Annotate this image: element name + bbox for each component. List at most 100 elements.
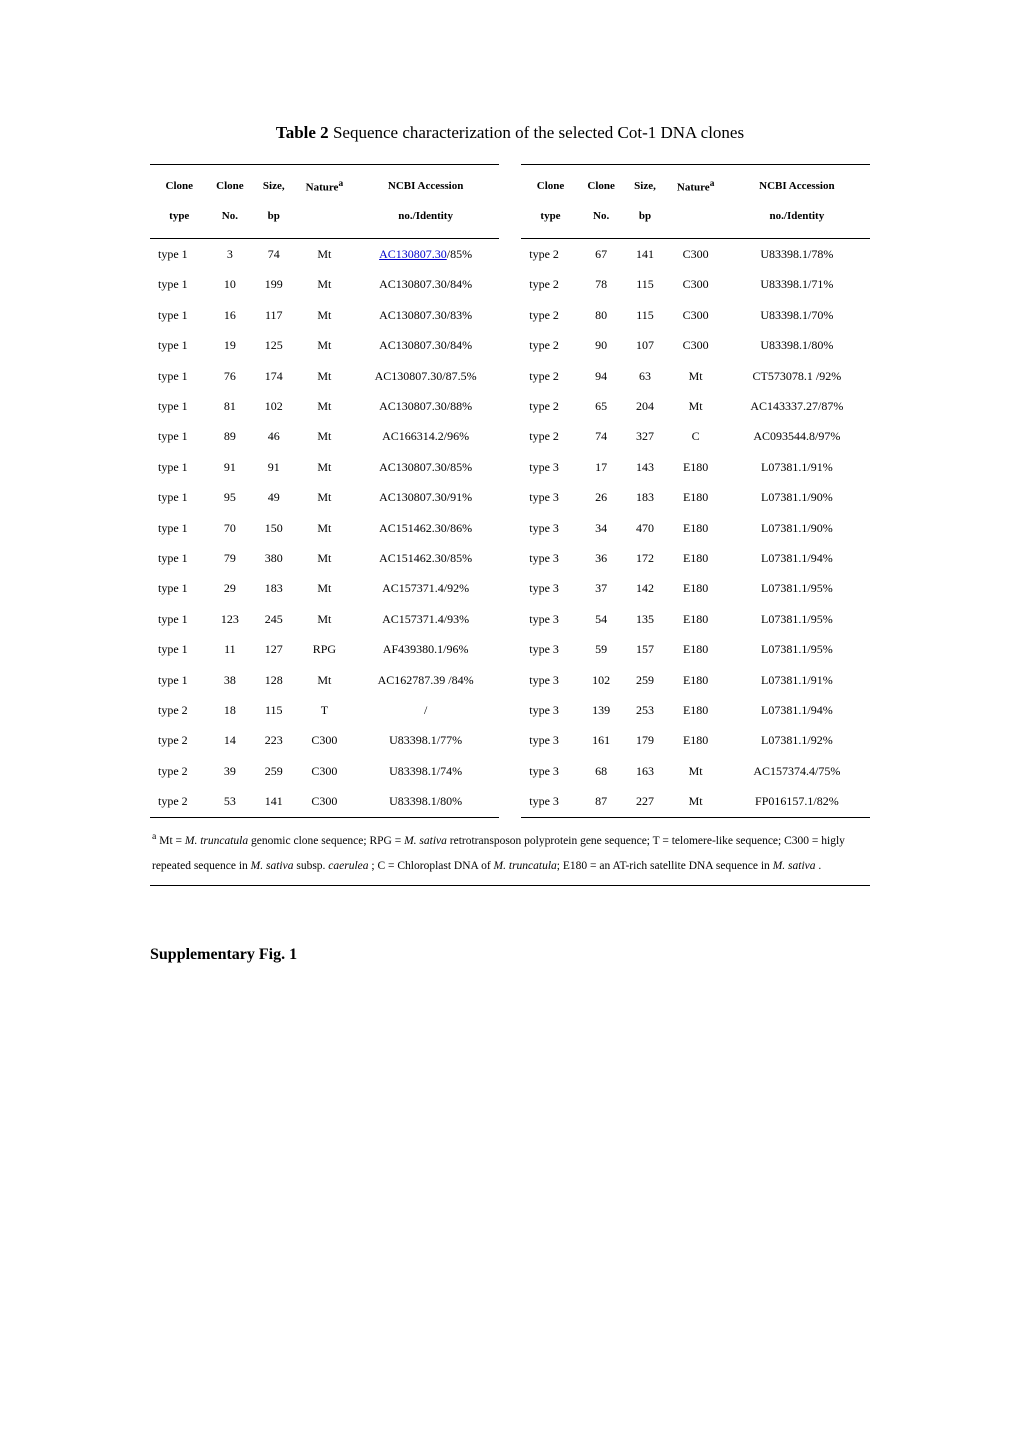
table-row: type 1123245MtAC157371.4/93%type 354135E…: [150, 604, 870, 634]
cell: type 3: [521, 482, 580, 512]
cell: type 2: [521, 421, 580, 451]
cell: 38: [209, 665, 252, 695]
cell: E180: [668, 543, 724, 573]
cell: Mt: [296, 543, 352, 573]
cell: type 2: [150, 786, 209, 817]
cell: 54: [580, 604, 623, 634]
cell: type 1: [150, 391, 209, 421]
cell: 78: [580, 269, 623, 299]
cell-accession: AC151462.30/85%: [353, 543, 499, 573]
cell: type 1: [150, 239, 209, 270]
table-row: type 170150MtAC151462.30/86%type 334470E…: [150, 513, 870, 543]
cell: E180: [668, 725, 724, 755]
cell: E180: [668, 634, 724, 664]
cell: type 2: [150, 695, 209, 725]
cell-accession: L07381.1/95%: [724, 604, 870, 634]
col-ncbi: NCBI Accessionno./Identity: [353, 164, 499, 239]
cell: type 3: [521, 573, 580, 603]
cell: 74: [251, 239, 296, 270]
cell: 102: [580, 665, 623, 695]
cell: 53: [209, 786, 252, 817]
table-title-text: Sequence characterization of the selecte…: [329, 123, 744, 142]
cell: 259: [623, 665, 668, 695]
cell: type 3: [521, 604, 580, 634]
cell: 157: [623, 634, 668, 664]
cell-accession: AC151462.30/86%: [353, 513, 499, 543]
col-size: Size,bp: [623, 164, 668, 239]
cell-accession: AC130807.30/85%: [353, 452, 499, 482]
cell-accession: AC130807.30/84%: [353, 269, 499, 299]
cell: Mt: [296, 300, 352, 330]
cell: 65: [580, 391, 623, 421]
table-row: type 18946MtAC166314.2/96%type 274327CAC…: [150, 421, 870, 451]
cell: Mt: [296, 361, 352, 391]
cell: 16: [209, 300, 252, 330]
cell-accession: AC157371.4/93%: [353, 604, 499, 634]
cell: Mt: [668, 361, 724, 391]
cell: E180: [668, 695, 724, 725]
cell-accession: U83398.1/70%: [724, 300, 870, 330]
cell-accession: AC162787.39 /84%: [353, 665, 499, 695]
cell: 34: [580, 513, 623, 543]
cell: type 1: [150, 300, 209, 330]
cell-accession: L07381.1/92%: [724, 725, 870, 755]
cell: type 2: [521, 361, 580, 391]
cell: type 1: [150, 604, 209, 634]
cell: 79: [209, 543, 252, 573]
cell-accession: AC166314.2/96%: [353, 421, 499, 451]
cell: type 3: [521, 634, 580, 664]
table-row: type 179380MtAC151462.30/85%type 336172E…: [150, 543, 870, 573]
cell: Mt: [296, 573, 352, 603]
table-row: type 19549MtAC130807.30/91%type 326183E1…: [150, 482, 870, 512]
cell-accession: AC130807.30/85%: [353, 239, 499, 270]
col-clone-type: Clonetype: [150, 164, 209, 239]
table-footnote: a Mt = M. truncatula genomic clone seque…: [150, 826, 870, 886]
table-row: type 19191MtAC130807.30/85%type 317143E1…: [150, 452, 870, 482]
cell: 179: [623, 725, 668, 755]
cell: 199: [251, 269, 296, 299]
cell: 174: [251, 361, 296, 391]
sequence-table: Clonetype CloneNo. Size,bp Naturea NCBI …: [150, 164, 870, 818]
cell: type 3: [521, 513, 580, 543]
col-nature: Naturea: [668, 164, 724, 239]
cell: 89: [209, 421, 252, 451]
cell: type 2: [150, 756, 209, 786]
cell: type 1: [150, 452, 209, 482]
cell-accession: AC130807.30/87.5%: [353, 361, 499, 391]
supplementary-fig-heading: Supplementary Fig. 1: [150, 946, 870, 964]
table-row: type 1374MtAC130807.30/85%type 267141C30…: [150, 239, 870, 270]
table-row: type 138128MtAC162787.39 /84%type 310225…: [150, 665, 870, 695]
cell: 183: [251, 573, 296, 603]
table-row: type 176174MtAC130807.30/87.5%type 29463…: [150, 361, 870, 391]
cell: 128: [251, 665, 296, 695]
cell: Mt: [296, 421, 352, 451]
cell: type 3: [521, 695, 580, 725]
cell: 253: [623, 695, 668, 725]
cell-accession: AC130807.30/83%: [353, 300, 499, 330]
cell: 125: [251, 330, 296, 360]
cell: Mt: [296, 391, 352, 421]
cell: E180: [668, 604, 724, 634]
cell-accession: AC093544.8/97%: [724, 421, 870, 451]
cell: Mt: [296, 604, 352, 634]
cell: 3: [209, 239, 252, 270]
cell: 80: [580, 300, 623, 330]
cell-accession: L07381.1/94%: [724, 543, 870, 573]
col-clone-no: CloneNo.: [580, 164, 623, 239]
cell-accession: L07381.1/95%: [724, 634, 870, 664]
cell: Mt: [668, 391, 724, 421]
cell-accession: U83398.1/74%: [353, 756, 499, 786]
cell: type 2: [521, 300, 580, 330]
accession-link[interactable]: AC130807.30: [379, 247, 447, 261]
cell: 70: [209, 513, 252, 543]
cell-accession: CT573078.1 /92%: [724, 361, 870, 391]
cell-accession: AC143337.27/87%: [724, 391, 870, 421]
cell: 46: [251, 421, 296, 451]
cell: type 3: [521, 725, 580, 755]
cell: 183: [623, 482, 668, 512]
cell: 115: [623, 300, 668, 330]
cell: Mt: [668, 756, 724, 786]
table-row: type 129183MtAC157371.4/92%type 337142E1…: [150, 573, 870, 603]
cell-accession: L07381.1/95%: [724, 573, 870, 603]
cell-accession: FP016157.1/82%: [724, 786, 870, 817]
